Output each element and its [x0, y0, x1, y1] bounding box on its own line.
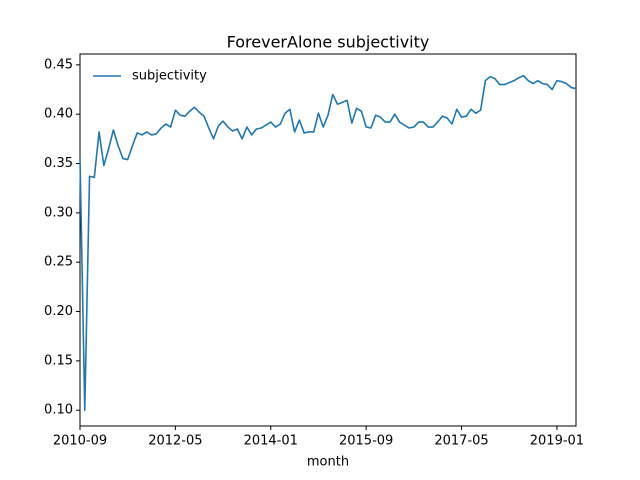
x-tick-label: 2019-01: [530, 434, 584, 449]
x-tick-label: 2015-09: [339, 434, 393, 449]
x-tick-label: 2012-05: [148, 434, 202, 449]
y-tick-label: 0.35: [44, 156, 73, 171]
x-axis-label: month: [307, 455, 349, 470]
x-tick-label: 2017-05: [434, 434, 488, 449]
y-tick-label: 0.25: [44, 255, 73, 270]
line: [79, 74, 577, 412]
chart-title: ForeverAlone subjectivity: [227, 33, 430, 52]
y-tick-label: 0.10: [44, 403, 73, 418]
legend-label: subjectivity: [132, 69, 207, 84]
y-tick-label: 0.40: [44, 107, 73, 122]
y-tick-label: 0.20: [44, 304, 73, 319]
y-tick-label: 0.45: [44, 57, 73, 72]
x-tick-label: 2010-09: [53, 434, 107, 449]
y-tick-label: 0.15: [44, 353, 73, 368]
axes-frame: [79, 53, 577, 427]
x-tick-label: 2014-01: [244, 434, 298, 449]
y-tick-label: 0.30: [44, 205, 73, 220]
